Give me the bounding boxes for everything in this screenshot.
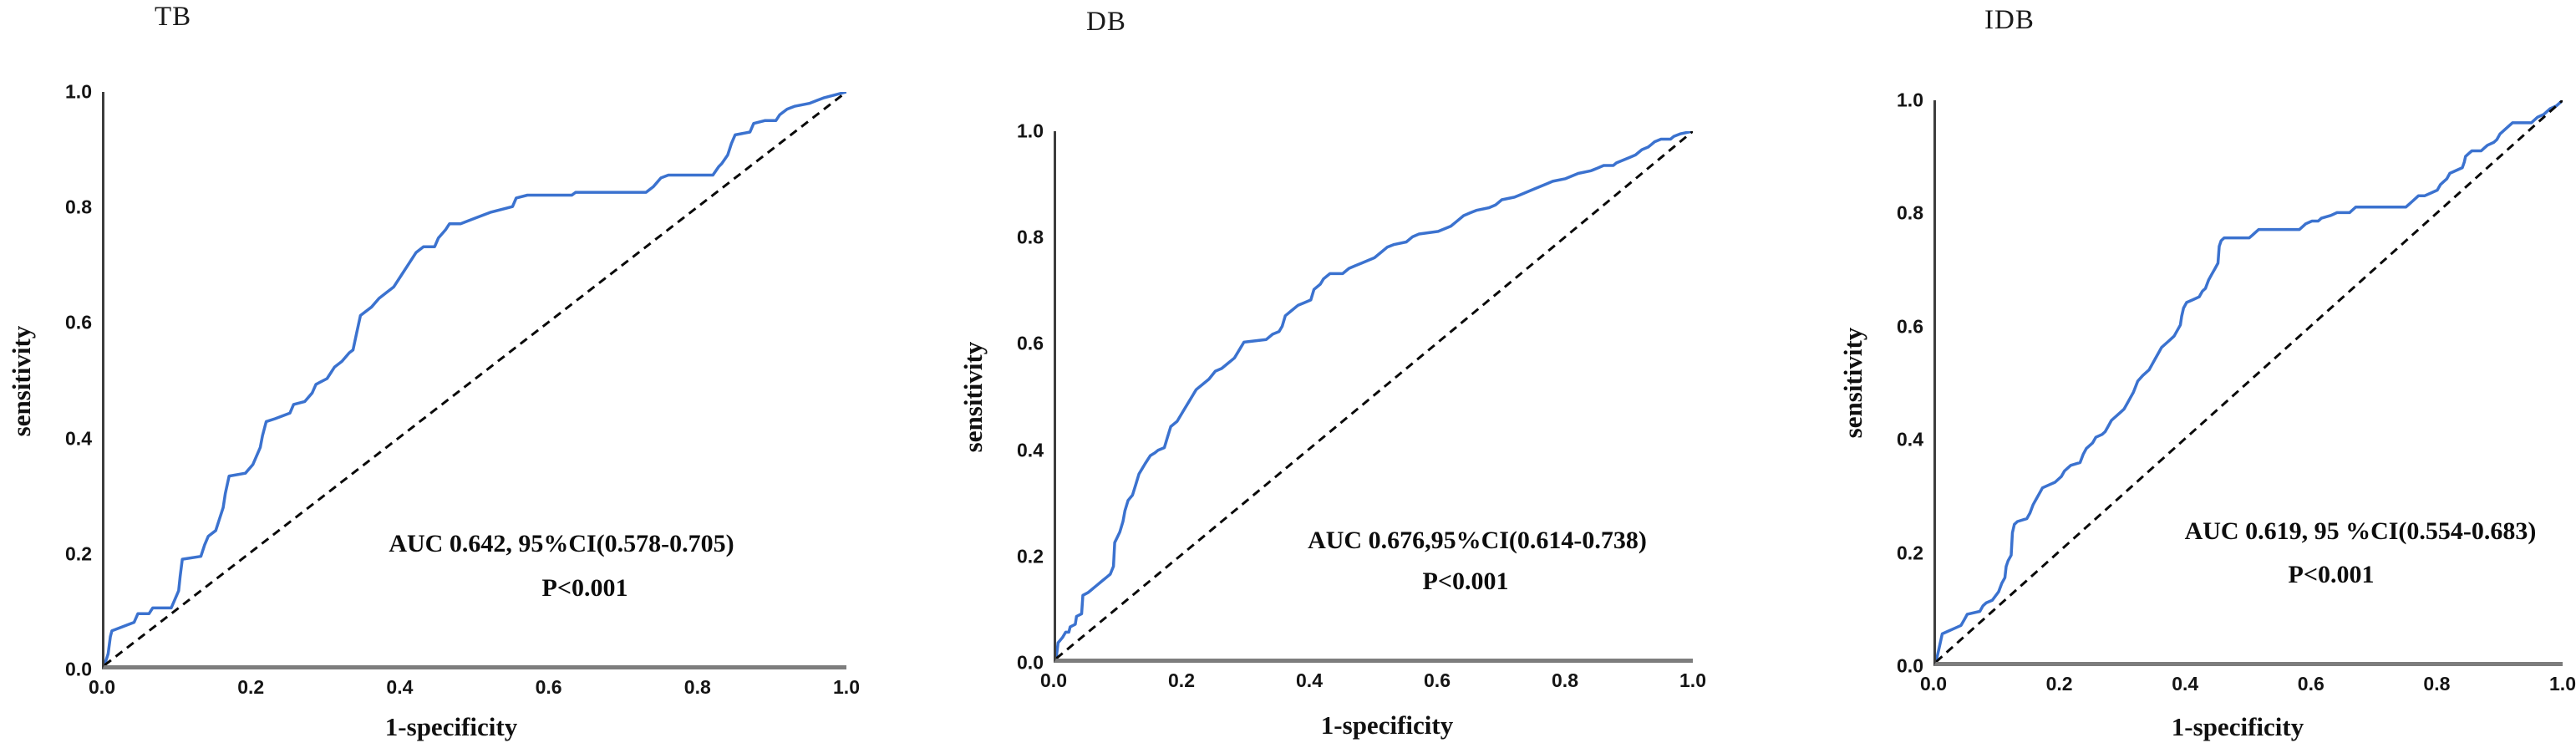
p-value-annotation: P<0.001 — [541, 574, 628, 602]
y-tick-label: 0.8 — [1897, 201, 1923, 224]
y-tick-label: 0.8 — [1017, 226, 1044, 248]
plot-area — [102, 92, 846, 669]
roc-chart-svg — [104, 92, 846, 665]
x-tick-label: 0.4 — [386, 676, 414, 698]
x-axis-label: 1-specificity — [2171, 712, 2304, 741]
y-tick-labels: 1.0 0.8 0.6 0.4 0.2 0.0 — [15, 81, 92, 680]
x-tick-label: 0.2 — [2045, 673, 2073, 695]
x-tick-label: 0.0 — [1040, 669, 1067, 691]
y-tick-label: 0.0 — [1897, 654, 1923, 677]
x-axis-label: 1-specificity — [384, 712, 518, 741]
x-tick-label: 0.6 — [1424, 669, 1451, 691]
x-tick-label: 1.0 — [833, 676, 860, 698]
auc-annotation: AUC 0.642, 95%CI(0.578-0.705) — [389, 530, 734, 557]
y-tick-label: 0.0 — [65, 658, 92, 680]
x-tick-label: 0.2 — [237, 676, 265, 698]
roc-curve — [1936, 100, 2563, 662]
x-tick-labels: 0.0 0.2 0.4 0.6 0.8 1.0 — [1920, 673, 2576, 696]
p-value-annotation: P<0.001 — [1422, 567, 1509, 595]
y-tick-label: 0.6 — [1897, 315, 1923, 338]
x-tick-label: 0.8 — [2423, 673, 2451, 695]
x-tick-label: 0.0 — [1920, 673, 1947, 695]
y-tick-label: 0.8 — [65, 196, 92, 218]
reference-line — [1056, 131, 1693, 659]
x-tick-label: 0.8 — [683, 676, 711, 698]
panel-title: DB — [1086, 7, 1126, 37]
y-tick-label: 1.0 — [65, 80, 92, 103]
panel-title: TB — [155, 2, 192, 32]
x-tick-label: 0.2 — [1168, 669, 1195, 691]
plot-area — [1054, 131, 1693, 663]
y-tick-label: 0.6 — [65, 311, 92, 333]
x-tick-label: 0.0 — [89, 676, 115, 698]
y-tick-label: 0.4 — [1017, 439, 1044, 461]
x-tick-label: 0.6 — [535, 676, 562, 698]
auc-annotation: AUC 0.676,95%CI(0.614-0.738) — [1308, 527, 1647, 554]
y-tick-label: 1.0 — [1897, 89, 1923, 111]
y-tick-label: 0.4 — [1897, 428, 1923, 450]
roc-curve — [1056, 131, 1693, 659]
reference-line — [104, 92, 846, 665]
x-tick-label: 0.4 — [2172, 673, 2199, 695]
reference-line — [1936, 100, 2563, 662]
x-tick-label: 0.6 — [2297, 673, 2324, 695]
x-tick-label: 1.0 — [1679, 669, 1706, 691]
y-tick-labels: 1.0 0.8 0.6 0.4 0.2 0.0 — [1847, 89, 1923, 677]
y-tick-label: 0.4 — [65, 427, 92, 450]
x-axis-label: 1-specificity — [1320, 710, 1454, 740]
x-tick-label: 0.4 — [1296, 669, 1323, 691]
panel-title: IDB — [1984, 5, 2035, 35]
auc-annotation: AUC 0.619, 95 %CI(0.554-0.683) — [2184, 517, 2537, 545]
y-tick-label: 0.2 — [65, 542, 92, 565]
roc-chart-svg — [1936, 100, 2563, 662]
x-tick-labels: 0.0 0.2 0.4 0.6 0.8 1.0 — [1040, 669, 1706, 693]
roc-curve — [104, 92, 846, 665]
y-tick-label: 0.2 — [1017, 545, 1044, 567]
plot-area — [1933, 100, 2563, 666]
y-tick-label: 0.0 — [1017, 651, 1044, 674]
x-tick-label: 0.8 — [1552, 669, 1578, 691]
p-value-annotation: P<0.001 — [2288, 561, 2375, 588]
x-tick-labels: 0.0 0.2 0.4 0.6 0.8 1.0 — [89, 676, 860, 700]
y-tick-label: 0.2 — [1897, 542, 1923, 564]
y-tick-labels: 1.0 0.8 0.6 0.4 0.2 0.0 — [967, 120, 1044, 674]
y-tick-label: 0.6 — [1017, 332, 1044, 354]
y-tick-label: 1.0 — [1017, 120, 1044, 142]
roc-chart-svg — [1056, 131, 1693, 659]
x-tick-label: 1.0 — [2549, 673, 2576, 695]
